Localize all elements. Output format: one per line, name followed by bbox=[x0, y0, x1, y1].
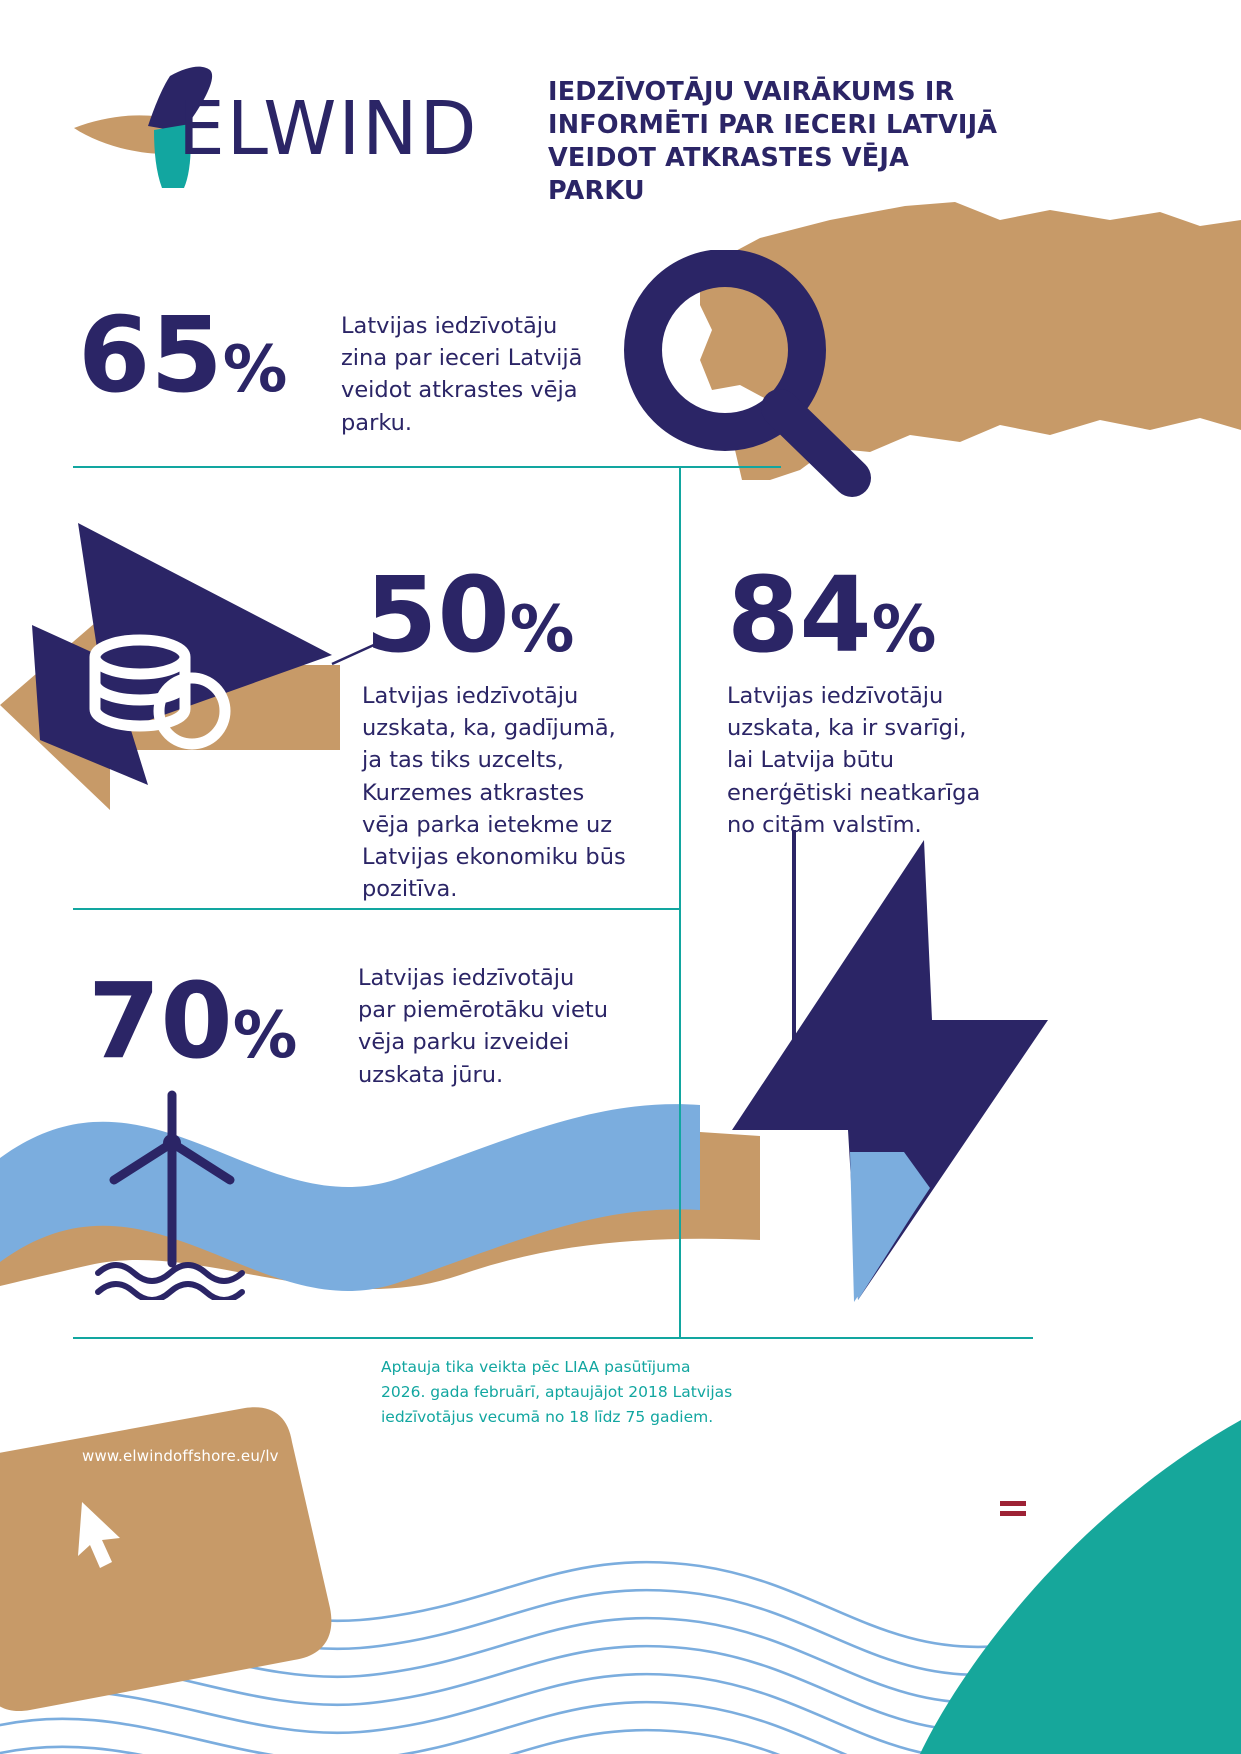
survey-footnote: Aptauja tika veikta pēc LIAA pasūtījuma … bbox=[381, 1355, 741, 1430]
divider-top bbox=[73, 466, 781, 468]
lightning-bolt-icon bbox=[732, 830, 1048, 1302]
footnote-line-3: iedzīvotājus vecumā no 18 līdz 75 gadiem… bbox=[381, 1408, 714, 1427]
stat-value-70: 70% bbox=[88, 969, 298, 1073]
elwind-logo-text: ELWIND bbox=[178, 86, 479, 172]
page-title-line-1: IEDZĪVOTĀJU VAIRĀKUMS IR bbox=[548, 77, 955, 107]
cursor-arrow-icon bbox=[78, 1502, 120, 1568]
pointer-tick-mark bbox=[331, 642, 377, 666]
latvia-flag-icon bbox=[1000, 1501, 1026, 1516]
elwind-logo-mark bbox=[74, 66, 213, 188]
stat-value-65: 65% bbox=[78, 303, 288, 407]
footnote-line-1: Aptauja tika veikta pēc LIAA pasūtījuma bbox=[381, 1358, 691, 1376]
stat-number-70: 70 bbox=[88, 960, 233, 1082]
stat-description-50: Latvijas iedzīvotāju uzskata, ka, gadīju… bbox=[362, 683, 626, 903]
page-title: IEDZĪVOTĀJU VAIRĀKUMS IR INFORMĒTI PAR I… bbox=[548, 76, 1008, 209]
page-title-line-2: INFORMĒTI PAR IECERI LATVIJĀ bbox=[548, 110, 998, 141]
divider-vertical bbox=[679, 466, 681, 1337]
divider-bottom bbox=[73, 1337, 1033, 1339]
page-title-line-3: VEIDOT ATKRASTES VĒJA PARKU bbox=[548, 143, 910, 207]
divider-middle bbox=[73, 908, 681, 910]
url-banner-shape bbox=[0, 1407, 332, 1712]
footnote-line-2: 2026. gada februārī, aptaujājot 2018 Lat… bbox=[381, 1383, 733, 1402]
mission-latvia-corner-block bbox=[920, 1420, 1241, 1754]
mission-label: MISSION bbox=[893, 1499, 991, 1521]
stat-value-50: 50% bbox=[365, 563, 575, 667]
website-url[interactable]: www.elwindoffshore.eu/lv bbox=[82, 1447, 279, 1465]
stat-value-84: 84% bbox=[727, 563, 937, 667]
magnifier-over-latvia-map-icon bbox=[624, 250, 871, 497]
percent-sign-50: % bbox=[509, 592, 575, 667]
stat-description-70: Latvijas iedzīvotāju par piemērotāku vie… bbox=[358, 965, 608, 1088]
stat-number-65: 65 bbox=[78, 294, 223, 416]
offshore-wind-turbine-on-waves-icon bbox=[95, 1090, 245, 1300]
stat-description-65: Latvijas iedzīvotāju zina par ieceri Lat… bbox=[341, 313, 583, 436]
percent-sign-84: % bbox=[871, 592, 937, 667]
mission-country-label: Latvia bbox=[905, 1523, 1001, 1556]
stat-number-84: 84 bbox=[727, 554, 872, 676]
latvia-map-graphic bbox=[700, 202, 1241, 480]
stat-description-84: Latvijas iedzīvotāju uzskata, ka ir svar… bbox=[727, 683, 981, 838]
percent-sign-70: % bbox=[232, 998, 298, 1073]
percent-sign-65: % bbox=[222, 332, 288, 407]
arrow-with-coins-icon bbox=[0, 523, 340, 810]
stat-number-50: 50 bbox=[365, 554, 510, 676]
